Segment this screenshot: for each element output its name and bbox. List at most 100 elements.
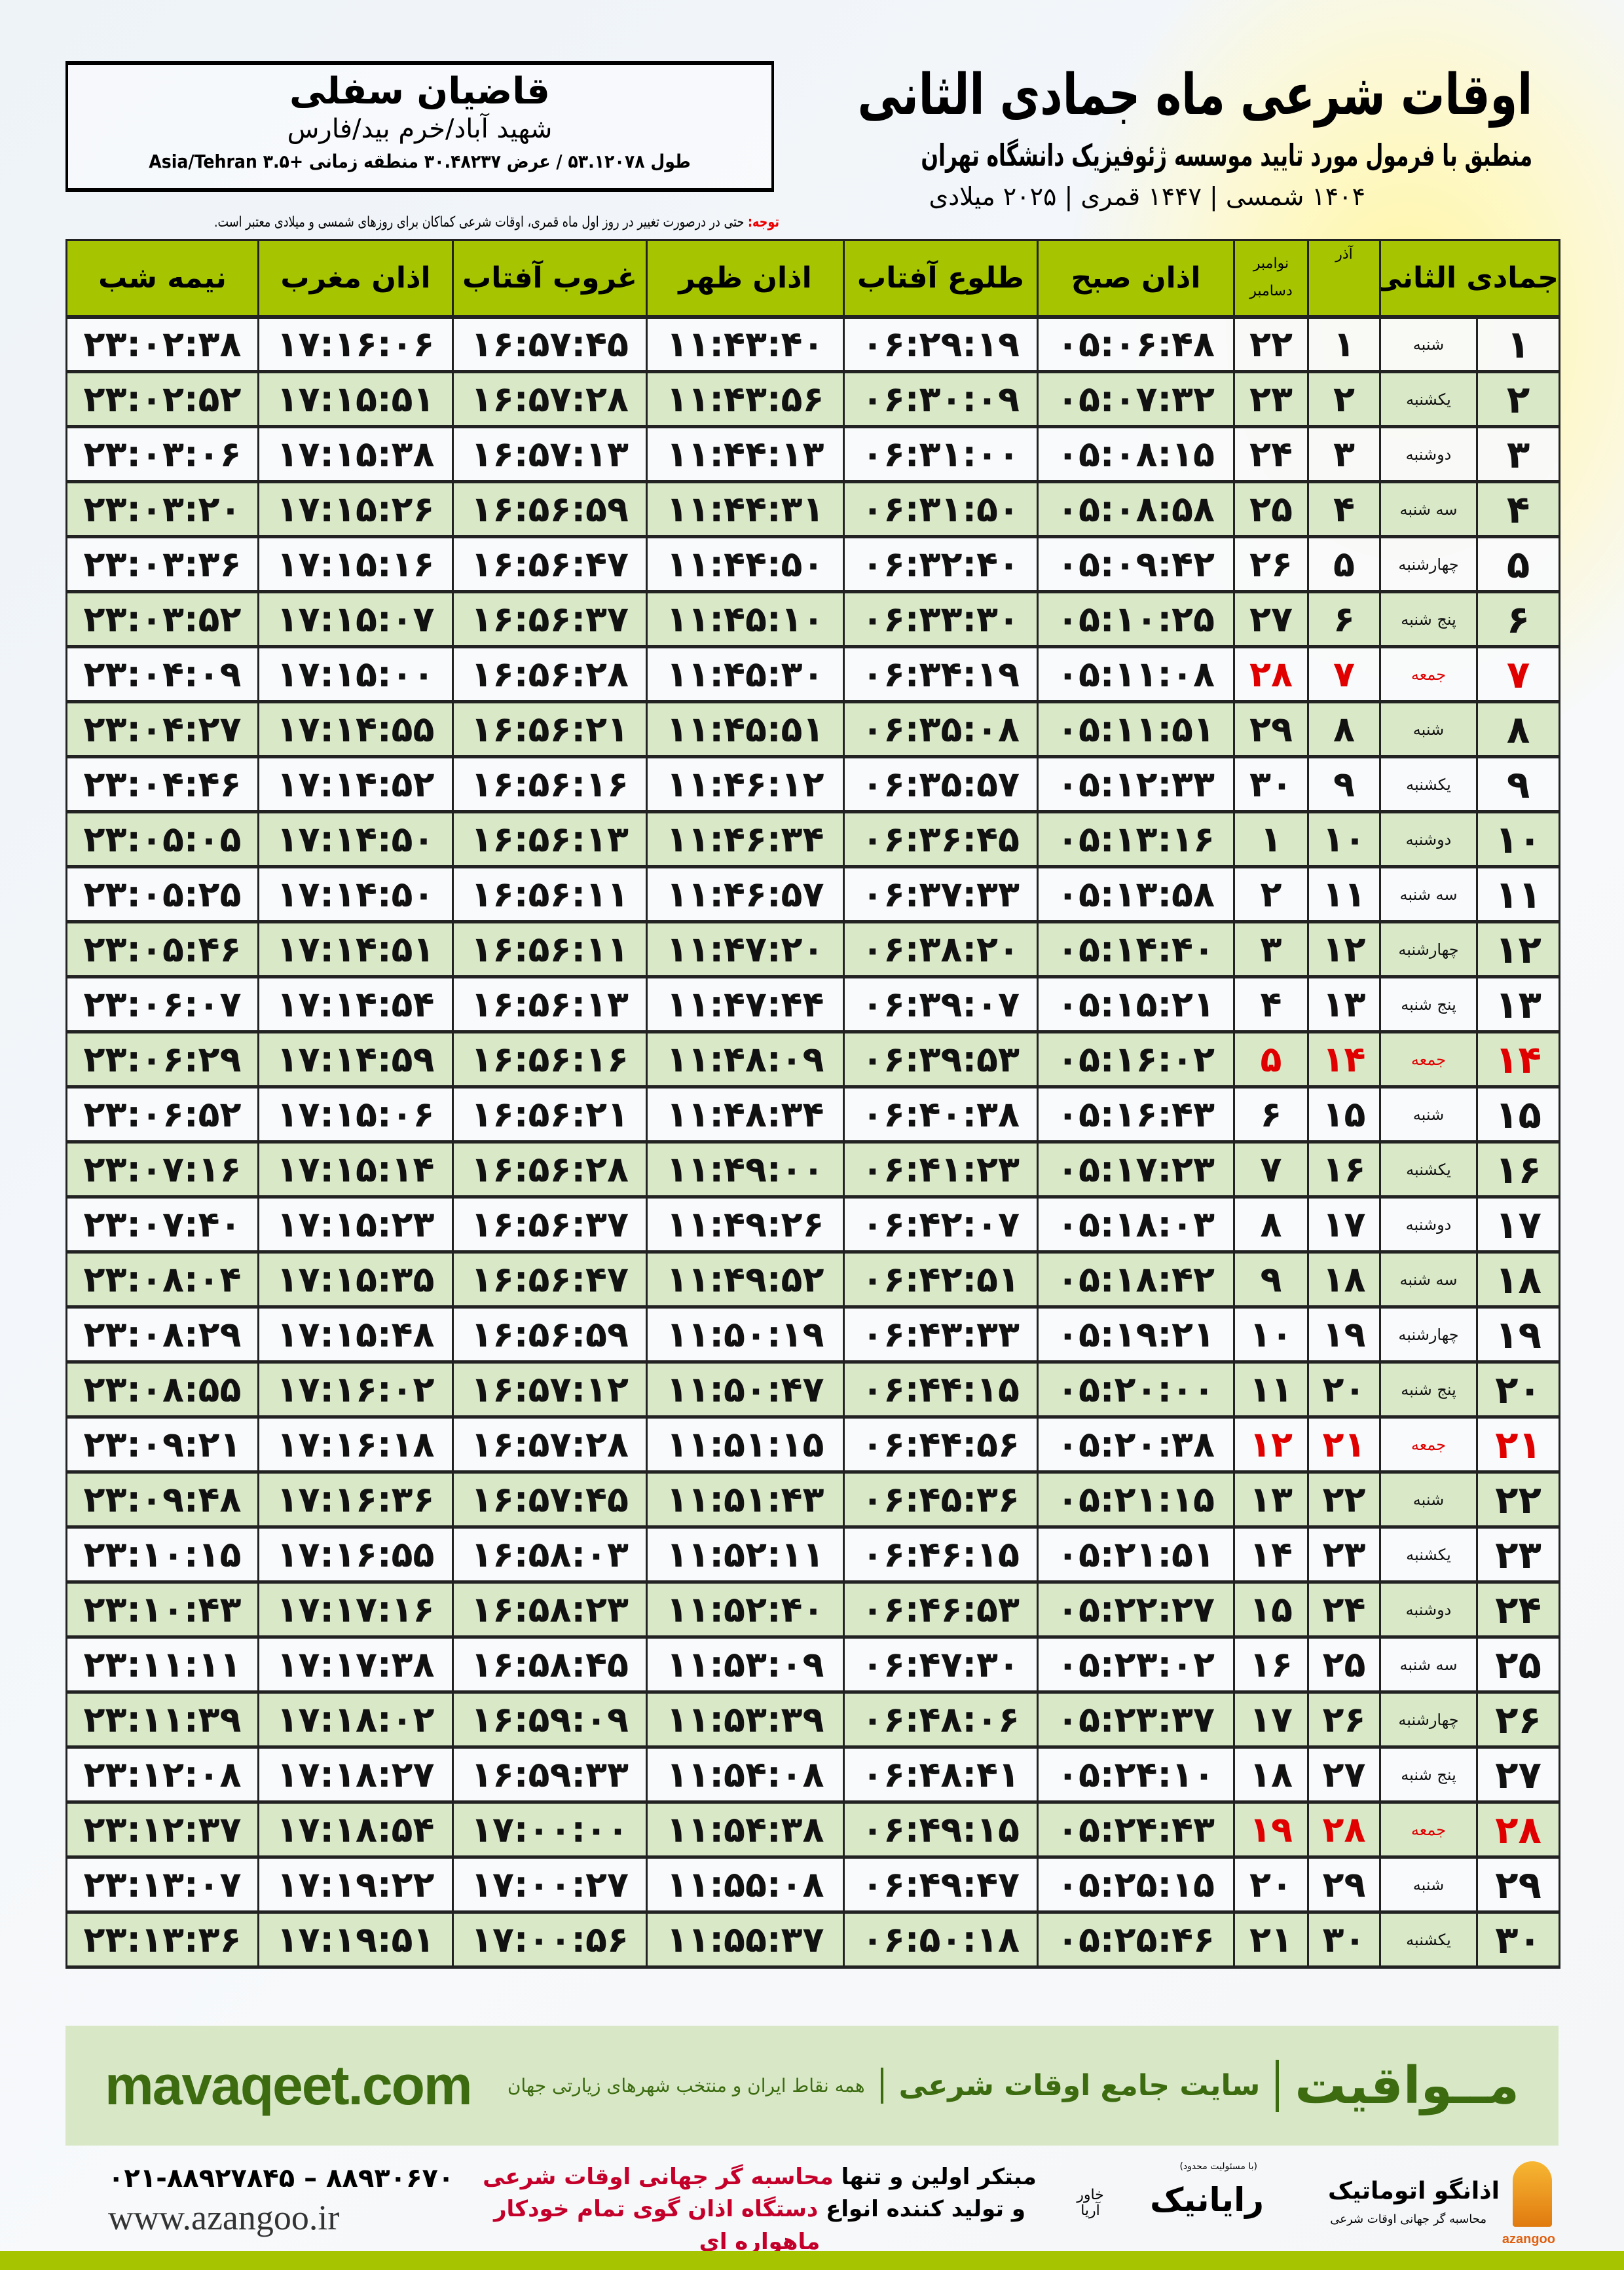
fajr-time: ۰۵:۱۸:۰۳ — [1037, 1196, 1235, 1254]
azar-date: ۱۵ — [1307, 1086, 1381, 1144]
table-row: ۱۶ یکشنبه ۱۶ ۷ ۰۵:۱۷:۲۳ ۰۶:۴۱:۲۳ ۱۱:۴۹:۰۰ ۱۶:۵۶… — [65, 1141, 1561, 1199]
day-number: ۹ — [1476, 756, 1561, 813]
dhuhr-time: ۱۱:۴۹:۲۶ — [646, 1196, 845, 1254]
midnight-time: ۲۳:۰۸:۲۹ — [65, 1306, 259, 1364]
table-row: ۲۷ پنج شنبه ۲۷ ۱۸ ۰۵:۲۴:۱۰ ۰۶:۴۸:۴۱ ۱۱:۵۴:۰۸ ۱۶… — [65, 1746, 1561, 1804]
day-number: ۱۵ — [1476, 1086, 1561, 1144]
header-december: دسامبر — [1249, 283, 1293, 300]
day-number: ۲۸ — [1476, 1801, 1561, 1859]
ad-url-link[interactable]: mavaqeet.com — [105, 2055, 473, 2116]
sunset-time: ۱۶:۵۷:۲۸ — [452, 1416, 648, 1474]
azar-date: ۱۷ — [1307, 1196, 1381, 1254]
maghrib-time: ۱۷:۱۴:۵۱ — [257, 921, 454, 978]
rayanik-sub: خاور آریا — [1077, 2187, 1104, 2220]
azar-date: ۲۵ — [1307, 1636, 1381, 1694]
sunset-time: ۱۶:۵۶:۱۶ — [452, 756, 648, 813]
rayanik-logo: (با مسئولیت محدود) رایانیک خاور آریا — [1074, 2161, 1270, 2246]
gregorian-date: ۶ — [1233, 1086, 1309, 1144]
gregorian-date: ۱۸ — [1233, 1746, 1309, 1804]
maghrib-time: ۱۷:۱۵:۴۸ — [257, 1306, 454, 1364]
sunrise-time: ۰۶:۳۶:۴۵ — [843, 811, 1039, 868]
fajr-time: ۰۵:۲۳:۳۷ — [1037, 1691, 1235, 1749]
fajr-time: ۰۵:۱۴:۴۰ — [1037, 921, 1235, 978]
dhuhr-time: ۱۱:۴۹:۵۲ — [646, 1251, 845, 1309]
table-row: ۲۰ پنج شنبه ۲۰ ۱۱ ۰۵:۲۰:۰۰ ۰۶:۴۴:۱۵ ۱۱:۵۰:۴۷ ۱۶… — [65, 1361, 1561, 1419]
maghrib-time: ۱۷:۱۶:۰۲ — [257, 1361, 454, 1419]
maghrib-time: ۱۷:۱۴:۵۹ — [257, 1031, 454, 1088]
sunset-time: ۱۷:۰۰:۲۷ — [452, 1856, 648, 1914]
weekday: پنج شنبه — [1378, 976, 1479, 1033]
gregorian-date: ۲۸ — [1233, 646, 1309, 703]
maghrib-time: ۱۷:۱۶:۱۸ — [257, 1416, 454, 1474]
table-row: ۲۵ سه شنبه ۲۵ ۱۶ ۰۵:۲۳:۰۲ ۰۶:۴۷:۳۰ ۱۱:۵۳:۰۹ ۱۶:… — [65, 1636, 1561, 1694]
sunrise-time: ۰۶:۴۱:۲۳ — [843, 1141, 1039, 1199]
weekday: سه شنبه — [1378, 1251, 1479, 1309]
gregorian-date: ۹ — [1233, 1251, 1309, 1309]
azar-date: ۱۶ — [1307, 1141, 1381, 1199]
dhuhr-time: ۱۱:۵۴:۰۸ — [646, 1746, 845, 1804]
gregorian-date: ۲۲ — [1233, 316, 1309, 373]
promo-line2: و تولید کننده انواع — [818, 2196, 1026, 2223]
sunset-time: ۱۶:۵۶:۴۷ — [452, 1251, 648, 1309]
midnight-time: ۲۳:۰۳:۵۲ — [65, 591, 259, 648]
fajr-time: ۰۵:۰۷:۳۲ — [1037, 371, 1235, 428]
location-region: شهید آباد/خرم بید/فارس — [287, 114, 553, 144]
promo-line2-highlight: دستگاه اذان گوی تمام خودکار ماهواره ای — [493, 2196, 821, 2255]
sunset-time: ۱۶:۵۶:۱۶ — [452, 1031, 648, 1088]
sunrise-time: ۰۶:۳۴:۱۹ — [843, 646, 1039, 703]
weekday: سه شنبه — [1378, 1636, 1479, 1694]
maghrib-time: ۱۷:۱۵:۱۶ — [257, 536, 454, 593]
phone-numbers: ۰۲۱-۸۸۹۲۷۸۴۵ – ۸۸۹۳۰۶۷۰ — [108, 2163, 454, 2193]
dhuhr-time: ۱۱:۴۹:۰۰ — [646, 1141, 845, 1199]
header-dhuhr: اذان ظهر — [646, 239, 845, 319]
maghrib-time: ۱۷:۱۸:۰۲ — [257, 1691, 454, 1749]
dhuhr-time: ۱۱:۵۵:۳۷ — [646, 1911, 845, 1969]
fajr-time: ۰۵:۱۵:۲۱ — [1037, 976, 1235, 1033]
gregorian-date: ۲۹ — [1233, 701, 1309, 758]
website-link[interactable]: www.azangoo.ir — [108, 2198, 340, 2237]
gregorian-date: ۲ — [1233, 866, 1309, 923]
table-row: ۱۹ چهارشنبه ۱۹ ۱۰ ۰۵:۱۹:۲۱ ۰۶:۴۳:۳۳ ۱۱:۵۰:۱۹ ۱۶… — [65, 1306, 1561, 1364]
sunset-time: ۱۶:۵۶:۲۱ — [452, 701, 648, 758]
day-number: ۱۶ — [1476, 1141, 1561, 1199]
day-number: ۱۴ — [1476, 1031, 1561, 1088]
weekday: جمعه — [1378, 1416, 1479, 1474]
maghrib-time: ۱۷:۱۵:۰۶ — [257, 1086, 454, 1144]
dhuhr-time: ۱۱:۴۳:۴۰ — [646, 316, 845, 373]
midnight-time: ۲۳:۰۶:۵۲ — [65, 1086, 259, 1144]
table-row: ۱۳ پنج شنبه ۱۳ ۴ ۰۵:۱۵:۲۱ ۰۶:۳۹:۰۷ ۱۱:۴۷:۴۴ ۱۶:… — [65, 976, 1561, 1033]
midnight-time: ۲۳:۰۵:۲۵ — [65, 866, 259, 923]
weekday: دوشنبه — [1378, 1196, 1479, 1254]
sunrise-time: ۰۶:۳۵:۵۷ — [843, 756, 1039, 813]
fajr-time: ۰۵:۱۷:۲۳ — [1037, 1141, 1235, 1199]
maghrib-time: ۱۷:۱۶:۰۶ — [257, 316, 454, 373]
gregorian-date: ۱۰ — [1233, 1306, 1309, 1364]
weekday: چهارشنبه — [1378, 921, 1479, 978]
sunrise-time: ۰۶:۴۵:۳۶ — [843, 1471, 1039, 1529]
maghrib-time: ۱۷:۱۵:۰۰ — [257, 646, 454, 703]
mavaqeet-banner[interactable]: مــواقیت سایت جامع اوقات شرعی همه نقاط ا… — [65, 2026, 1559, 2146]
bottom-bar — [0, 2251, 1624, 2270]
azar-date: ۲۶ — [1307, 1691, 1381, 1749]
midnight-time: ۲۳:۰۲:۵۲ — [65, 371, 259, 428]
weekday: سه شنبه — [1378, 866, 1479, 923]
table-header-row: جمادی الثانی آذر نوامبر دسامبر اذان صبح ط… — [65, 239, 1561, 319]
midnight-time: ۲۳:۱۱:۳۹ — [65, 1691, 259, 1749]
weekday: دوشنبه — [1378, 811, 1479, 868]
maghrib-time: ۱۷:۱۵:۲۶ — [257, 481, 454, 538]
table-row: ۷ جمعه ۷ ۲۸ ۰۵:۱۱:۰۸ ۰۶:۳۴:۱۹ ۱۱:۴۵:۳۰ ۱۶:۵۶:۲۸… — [65, 646, 1561, 703]
midnight-time: ۲۳:۱۲:۳۷ — [65, 1801, 259, 1859]
sunrise-time: ۰۶:۳۱:۰۰ — [843, 426, 1039, 483]
sunset-time: ۱۶:۵۹:۰۹ — [452, 1691, 648, 1749]
maghrib-time: ۱۷:۱۶:۵۵ — [257, 1526, 454, 1584]
maghrib-time: ۱۷:۱۵:۰۷ — [257, 591, 454, 648]
dhuhr-time: ۱۱:۴۶:۳۴ — [646, 811, 845, 868]
sunrise-time: ۰۶:۳۸:۲۰ — [843, 921, 1039, 978]
day-number: ۸ — [1476, 701, 1561, 758]
weekday: یکشنبه — [1378, 756, 1479, 813]
sunrise-time: ۰۶:۳۲:۴۰ — [843, 536, 1039, 593]
weekday: چهارشنبه — [1378, 1306, 1479, 1364]
day-number: ۲۵ — [1476, 1636, 1561, 1694]
sunset-time: ۱۶:۵۶:۳۷ — [452, 1196, 648, 1254]
sunset-time: ۱۶:۵۶:۵۹ — [452, 1306, 648, 1364]
